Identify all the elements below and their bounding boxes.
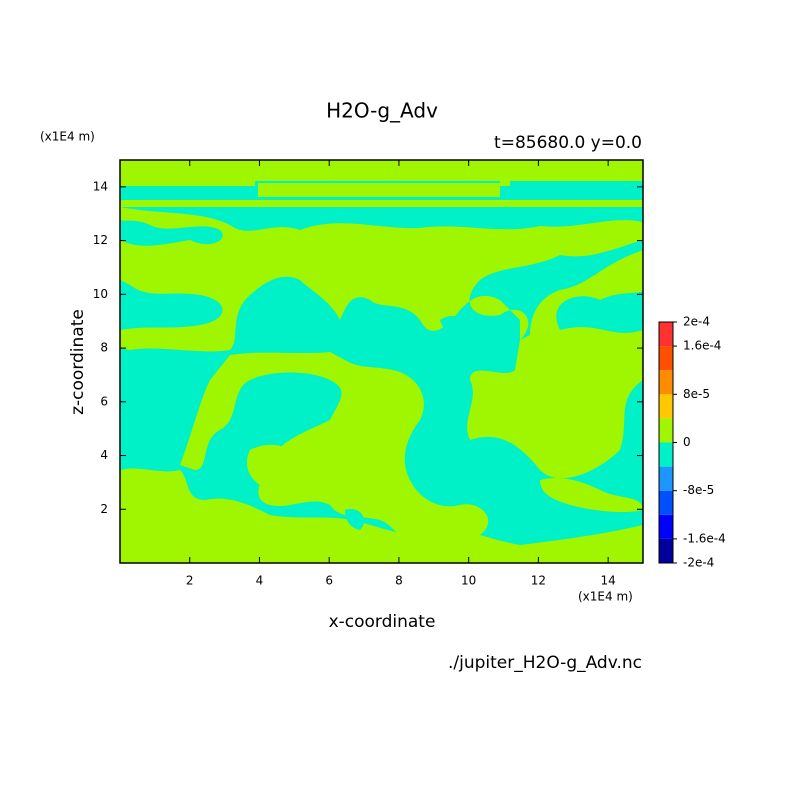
x-tick-label: 10 [461, 574, 476, 588]
contour-region [180, 352, 489, 541]
colorbar-swatch [659, 514, 673, 539]
y-tick-label: 8 [100, 341, 108, 355]
y-tick-label: 6 [100, 394, 108, 408]
colorbar-swatch [659, 322, 673, 347]
x-tick-label: 12 [531, 574, 546, 588]
colorbar-tick-label: -1.6e-4 [683, 531, 726, 545]
chart-subtitle: t=85680.0 y=0.0 [494, 133, 642, 153]
colorbar-swatch [659, 346, 673, 371]
contour-region [258, 183, 500, 197]
source-file: ./jupiter_H2O-g_Adv.nc [448, 653, 642, 673]
contour-region [345, 509, 365, 530]
colorbar-tick-label: 2e-4 [683, 315, 710, 329]
contour-region [540, 478, 643, 513]
contour-region [120, 160, 643, 186]
y-axis-label: z-coordinate [68, 309, 88, 415]
y-tick-label: 10 [93, 287, 108, 301]
colorbar-swatch [659, 370, 673, 395]
y-tick-label: 14 [93, 179, 108, 193]
colorbar-swatch [659, 490, 673, 515]
x-tick-label: 6 [325, 574, 333, 588]
contour-region [120, 207, 643, 479]
y-tick-label: 12 [93, 233, 108, 247]
colorbar-tick-label: 8e-5 [683, 387, 710, 401]
colorbar-swatch [659, 442, 673, 467]
y-tick-label: 4 [100, 448, 108, 462]
colorbar-swatch [659, 538, 673, 563]
colorbar-tick-label: 0 [683, 435, 691, 449]
contour-region [247, 444, 300, 487]
colorbar-tick-label: -8e-5 [683, 483, 714, 497]
x-tick-label: 4 [256, 574, 264, 588]
contour-region [350, 339, 376, 359]
contour-field [120, 160, 643, 563]
contour-region [120, 468, 643, 563]
x-tick-label: 2 [186, 574, 194, 588]
y-tick-label: 2 [100, 502, 108, 516]
colorbar-swatch [659, 394, 673, 419]
contour-region [120, 200, 643, 207]
contour-region [440, 315, 466, 337]
plot-frame [119, 159, 644, 564]
chart-title: H2O-g_Adv [326, 99, 438, 123]
contour-region [500, 380, 610, 440]
colorbar-swatch [659, 418, 673, 443]
contour-region [312, 405, 325, 417]
x-unit: (x1E4 m) [578, 590, 633, 604]
colorbar-swatch [659, 466, 673, 491]
x-tick-label: 14 [600, 574, 615, 588]
y-unit: (x1E4 m) [40, 130, 95, 144]
x-axis-label: x-coordinate [329, 612, 436, 632]
colorbar-tick-label: -2e-4 [683, 556, 714, 570]
colorbar-tick-label: 1.6e-4 [683, 339, 721, 353]
x-tick-label: 8 [395, 574, 403, 588]
